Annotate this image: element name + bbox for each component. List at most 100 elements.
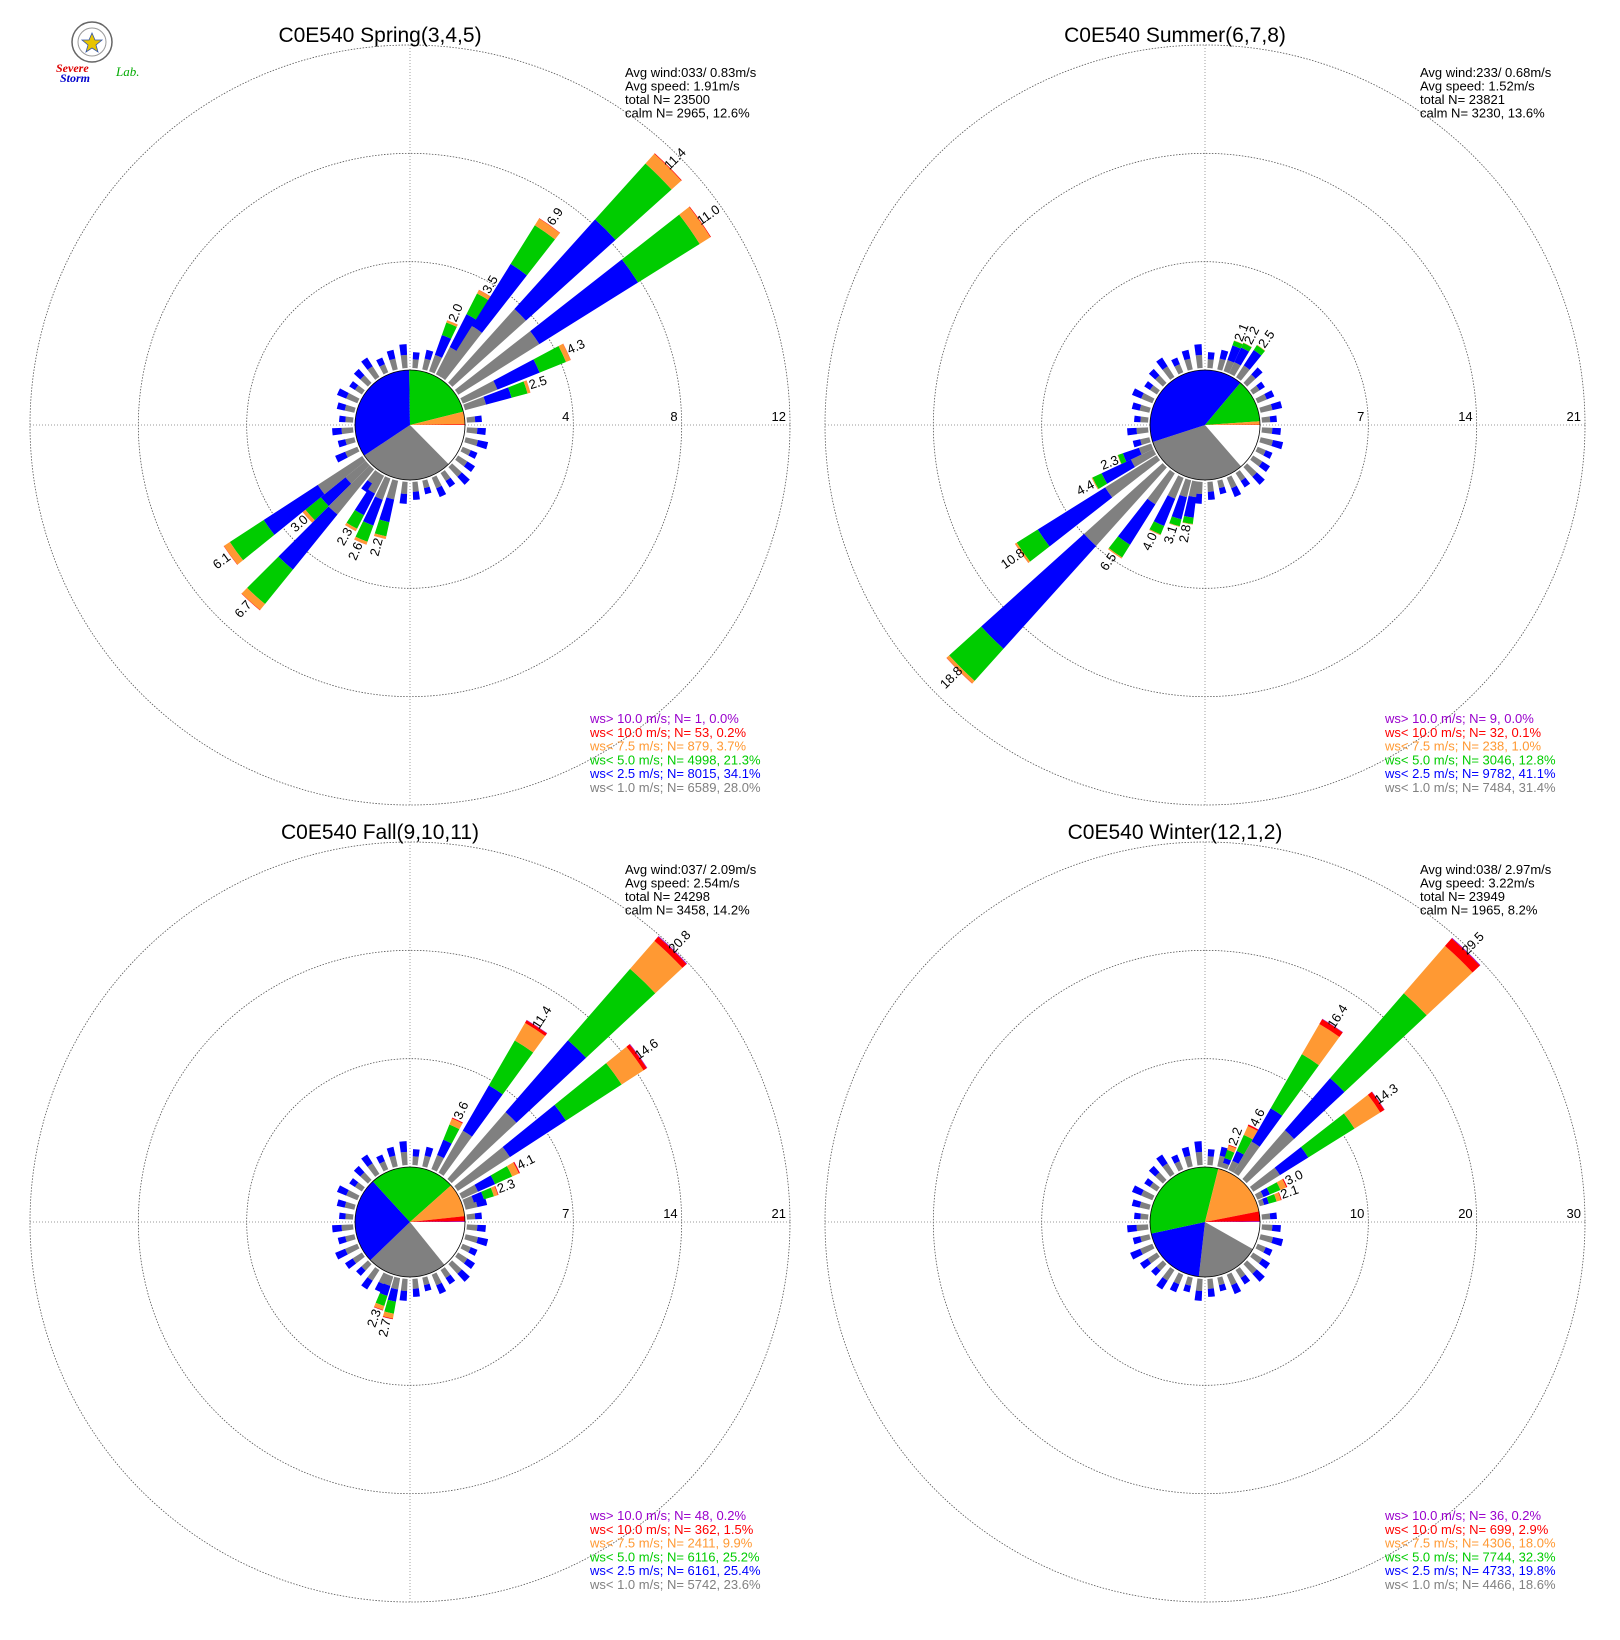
- sector-segment: [488, 1040, 534, 1095]
- sector-bar-45: 11.4: [448, 145, 689, 387]
- sector-bar-low-band: [1151, 1266, 1161, 1276]
- sector-bar-low-band: [399, 1290, 408, 1301]
- sector-bar-193: 2.7: [375, 1276, 401, 1338]
- sector-bar-calm-band: [1162, 1163, 1175, 1177]
- sector-bar-low-band: [1271, 439, 1284, 450]
- sector-segment: [630, 940, 683, 994]
- sector-bar-low-band: [361, 1154, 373, 1167]
- sector-segment: [1451, 937, 1481, 966]
- hub-outline: [1149, 1166, 1261, 1278]
- sector-segment: [384, 1299, 396, 1314]
- sector-segment: [505, 1040, 587, 1123]
- sector-segment: [1147, 469, 1175, 505]
- wind-rose-panel-2: 7 14 212.12.22.52.83.14.06.518.810.84.42.3…: [824, 24, 1586, 806]
- sector-bar-calm-band: [1207, 1278, 1214, 1289]
- sector-bar-calm-band: [345, 416, 354, 423]
- sector-segment: [463, 396, 487, 411]
- sector-bar-low-band: [1181, 349, 1191, 361]
- sector-segment: [247, 556, 293, 605]
- sector-segment: [449, 314, 478, 352]
- sector-bar-low-band: [468, 1247, 478, 1256]
- sector-bar-low-band: [1218, 486, 1227, 495]
- sector-segment: [1283, 1178, 1288, 1188]
- sector-bar-low-band: [335, 451, 348, 463]
- sector-segment: [654, 936, 687, 968]
- sector-bar-calm-band: [431, 475, 442, 489]
- hub-outline: [354, 1166, 466, 1278]
- sector-segment: [1403, 945, 1473, 1016]
- sector-bar-calm-band: [422, 358, 431, 371]
- sector-segment: [263, 484, 325, 535]
- sector-segment: [382, 1311, 394, 1319]
- sector-segment: [1278, 1192, 1282, 1201]
- sector-bar-low-band: [344, 1258, 357, 1269]
- sector-segment: [368, 472, 385, 494]
- sector-segment: [506, 1162, 519, 1177]
- sector-segment: [447, 320, 458, 325]
- sector-bar-low-band: [1131, 402, 1142, 411]
- sector-segment: [629, 1043, 648, 1069]
- sector-bar-low-band: [336, 402, 347, 411]
- hub-gt10-slice: [1205, 1221, 1260, 1222]
- stat-line: Avg wind:037/ 2.09m/s: [625, 862, 757, 877]
- sector-segment: [1105, 455, 1161, 498]
- sector-segment: [621, 214, 700, 283]
- sector-segment: [438, 1130, 473, 1176]
- sector-bar-low-band: [1127, 1224, 1138, 1233]
- hub-pie: [354, 1166, 466, 1278]
- sector-bar-calm-band: [345, 1243, 360, 1255]
- sector-segment: [1262, 1197, 1269, 1206]
- sector-bar-calm-band: [1243, 1260, 1257, 1274]
- sector-bar-calm-band: [1250, 1252, 1263, 1264]
- hub-outline: [354, 369, 466, 481]
- sector-bar-calm-band: [345, 1213, 354, 1220]
- sector-bar-low-band: [399, 493, 408, 504]
- sector-bar-calm-band: [1149, 385, 1160, 395]
- sector-segment: [1233, 1141, 1260, 1176]
- sector-bar-low-band: [1169, 1281, 1180, 1293]
- sector-bar-low-band: [332, 1224, 343, 1233]
- sector-segment: [1101, 459, 1135, 484]
- sector-segment: [1016, 529, 1050, 562]
- sector-segment: [373, 535, 386, 540]
- sector-segment: [1242, 1130, 1295, 1184]
- hub-calm-slice: [1205, 1222, 1260, 1250]
- sector-bar-low-band: [1130, 1248, 1143, 1260]
- sector-bar-low-band: [412, 491, 420, 500]
- sector-segment: [1236, 365, 1250, 381]
- stat-line: Avg speed: 2.54m/s: [625, 876, 740, 891]
- legend-entry: ws< 5.0 m/s; N= 6116, 25.2%: [589, 1549, 760, 1564]
- sector-bar-54: 14.6: [454, 1035, 661, 1191]
- sector-bar-low-band: [399, 1141, 408, 1153]
- sector-segment: [1117, 454, 1122, 465]
- hub-lt2_5-slice: [354, 370, 410, 456]
- sector-bar-low-band: [412, 1149, 420, 1157]
- sector-segment: [1282, 1178, 1288, 1188]
- legend-entry: ws> 10.0 m/s; N= 36, 0.2%: [1384, 1508, 1542, 1523]
- sector-segment: [460, 380, 498, 404]
- sector-bar-low-band: [336, 388, 349, 399]
- sector-bar-low-band: [399, 344, 408, 356]
- sector-segment: [1234, 347, 1250, 366]
- sector-bar-calm-band: [352, 1252, 365, 1264]
- sector-segment: [514, 1161, 521, 1174]
- lab-logo: Severe Storm Lab.: [56, 21, 139, 85]
- sector-segment: [1224, 1149, 1235, 1161]
- hub-lt10-slice: [1205, 1211, 1260, 1222]
- panels: 4 8 122.03.56.911.411.04.32.52.22.62.33.06…: [29, 24, 1586, 1603]
- logo-word-severe: Severe: [56, 61, 89, 75]
- sector-bar-calm-band: [1255, 446, 1266, 456]
- sector-segment: [374, 1302, 385, 1310]
- sector-bar-calm-band: [344, 1201, 356, 1210]
- sector-bar-low-band: [1132, 1236, 1142, 1245]
- hub-lt2_5-slice: [355, 1181, 410, 1261]
- sector-bar-calm-band: [1226, 475, 1237, 489]
- ring-label: 7: [562, 1206, 569, 1221]
- logo-word-storm: Storm: [60, 71, 90, 85]
- sector-segment: [1228, 1144, 1237, 1148]
- legend-entry: ws< 10.0 m/s; N= 53, 0.2%: [589, 725, 747, 740]
- sector-bar-low-band: [1271, 1224, 1281, 1233]
- sector-bar-calm-band: [466, 1224, 478, 1231]
- sector-bar-low-band: [1271, 1236, 1284, 1247]
